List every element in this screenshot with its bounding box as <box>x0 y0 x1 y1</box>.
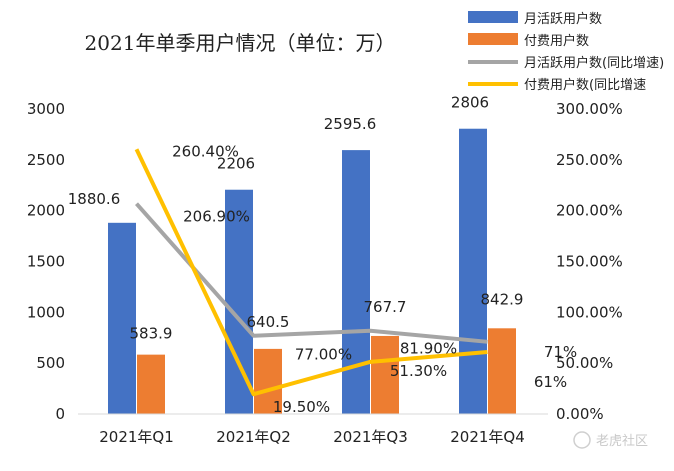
right-axis-tick-label: 250.00% <box>556 151 623 169</box>
bars <box>108 128 516 414</box>
legend-label: 付费用户数 <box>524 33 589 49</box>
right-axis-tick-label: 0.00% <box>556 405 604 423</box>
right-axis-tick-label: 200.00% <box>556 202 623 220</box>
left-axis-tick-label: 2500 <box>27 151 65 169</box>
bar-mau-3 <box>342 150 370 414</box>
left-axis-tick-label: 3000 <box>27 100 65 118</box>
bar-mau-1 <box>108 222 136 414</box>
data-label: 583.9 <box>130 325 173 343</box>
data-label: 640.5 <box>247 313 290 331</box>
x-axis-tick-label: 2021年Q4 <box>450 428 525 446</box>
data-label: 2595.6 <box>324 115 377 133</box>
data-label: 77.00% <box>295 346 352 364</box>
data-label: 2806 <box>451 94 489 112</box>
watermark-logo-icon <box>573 431 591 449</box>
chart-title: 2021年单季用户情况（单位：万） <box>85 31 396 55</box>
legend-label: 月活跃用户数 <box>524 11 602 27</box>
left-axis-tick-label: 0 <box>55 405 65 423</box>
x-axis: 2021年Q1 2021年Q2 2021年Q3 2021年Q4 <box>78 413 548 446</box>
data-label: 71% <box>544 343 577 361</box>
left-axis-tick-label: 500 <box>36 354 65 372</box>
left-axis-tick-label: 1000 <box>27 303 65 321</box>
right-axis-tick-label: 100.00% <box>556 303 623 321</box>
bar-paid-4 <box>488 328 516 414</box>
left-axis-tick-label: 2000 <box>27 202 65 220</box>
x-axis-tick-label: 2021年Q1 <box>99 428 174 446</box>
bar-mau-4 <box>459 128 487 414</box>
legend-swatch <box>468 33 518 45</box>
x-axis-tick-label: 2021年Q2 <box>216 428 291 446</box>
right-axis-tick-label: 300.00% <box>556 100 623 118</box>
right-axis: 0.00% 50.00% 100.00% 150.00% 200.00% 250.00% 3… <box>556 100 623 423</box>
left-axis: 0 500 1000 1500 2000 2500 3000 <box>27 100 65 423</box>
data-label: 81.90% <box>400 340 457 358</box>
bar-paid-2 <box>254 348 282 414</box>
right-axis-tick-label: 150.00% <box>556 253 623 271</box>
watermark: 老虎社区 <box>573 431 648 449</box>
line-paid-growth <box>134 148 488 397</box>
data-label: 51.30% <box>390 362 447 380</box>
data-label: 842.9 <box>481 290 524 308</box>
data-label: 2206 <box>217 155 255 173</box>
data-label: 19.50% <box>273 398 330 416</box>
bar-paid-1 <box>137 354 165 414</box>
data-label: 1880.6 <box>68 190 121 208</box>
watermark-text: 老虎社区 <box>596 433 648 449</box>
data-label: 206.90% <box>183 208 250 226</box>
bar-mau-2 <box>225 189 253 414</box>
data-labels: 1880.6 2206 2595.6 2806 583.9 640.5 767.7 842.9… <box>68 94 577 416</box>
legend-label: 付费用户数(同比增速 <box>524 77 646 93</box>
x-axis-tick-label: 2021年Q3 <box>333 428 408 446</box>
bar-paid-3 <box>371 335 399 414</box>
lines <box>134 148 488 397</box>
right-axis-tick-label: 50.00% <box>556 354 613 372</box>
legend-label: 月活跃用户数(同比增速) <box>524 55 664 71</box>
legend-swatch <box>468 11 518 23</box>
data-label: 767.7 <box>364 298 407 316</box>
data-label: 260.40% <box>172 142 239 160</box>
data-label: 61% <box>534 373 567 391</box>
left-axis-tick-label: 1500 <box>27 253 65 271</box>
